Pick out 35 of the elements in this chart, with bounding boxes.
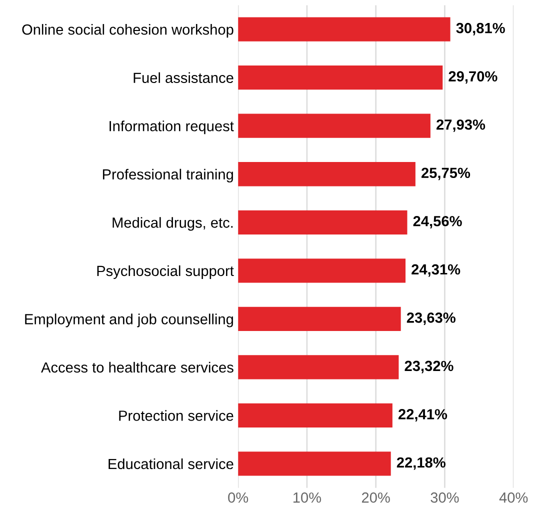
- data-label: 29,70%: [448, 71, 498, 84]
- bar: [238, 306, 401, 331]
- bar: [238, 452, 391, 476]
- data-label: 25,75%: [422, 168, 470, 180]
- data-label: 23,32%: [404, 360, 454, 374]
- x-tick-label: 20%: [362, 492, 390, 503]
- bar: [238, 162, 416, 186]
- y-tick-label: Online social cohesion workshop: [22, 24, 234, 38]
- y-tick-label: Professional training: [102, 168, 233, 182]
- data-label: 27,93%: [436, 119, 486, 132]
- data-label: 30,81%: [456, 22, 505, 36]
- data-label: 23,63%: [406, 312, 456, 325]
- y-tick-label: Educational service: [108, 458, 234, 470]
- x-tick-label: 30%: [430, 492, 459, 503]
- y-tick-label: Medical drugs, etc.: [112, 217, 233, 231]
- x-tick-label: 40%: [499, 492, 528, 503]
- y-tick-label: Information request: [110, 120, 234, 134]
- y-tick-label: Psychosocial support: [97, 265, 234, 279]
- x-tick-label: 0%: [228, 492, 248, 503]
- data-label: 22,18%: [396, 457, 446, 470]
- bar: [238, 17, 450, 42]
- bar: [238, 114, 430, 138]
- bar: [238, 258, 406, 283]
- x-tick-label: 10%: [293, 492, 322, 503]
- data-label: 24,56%: [413, 216, 462, 228]
- data-label: 24,31%: [412, 264, 460, 277]
- data-label: 22,41%: [398, 409, 448, 422]
- y-tick-label: Access to healthcare services: [41, 362, 234, 373]
- y-tick-label: Employment and job counselling: [25, 314, 233, 328]
- bar: [238, 66, 443, 90]
- y-tick-label: Fuel assistance: [134, 72, 234, 84]
- y-tick-label: Protection service: [119, 410, 234, 421]
- bar: [238, 355, 399, 380]
- bar: [238, 210, 408, 234]
- bar: [238, 403, 392, 428]
